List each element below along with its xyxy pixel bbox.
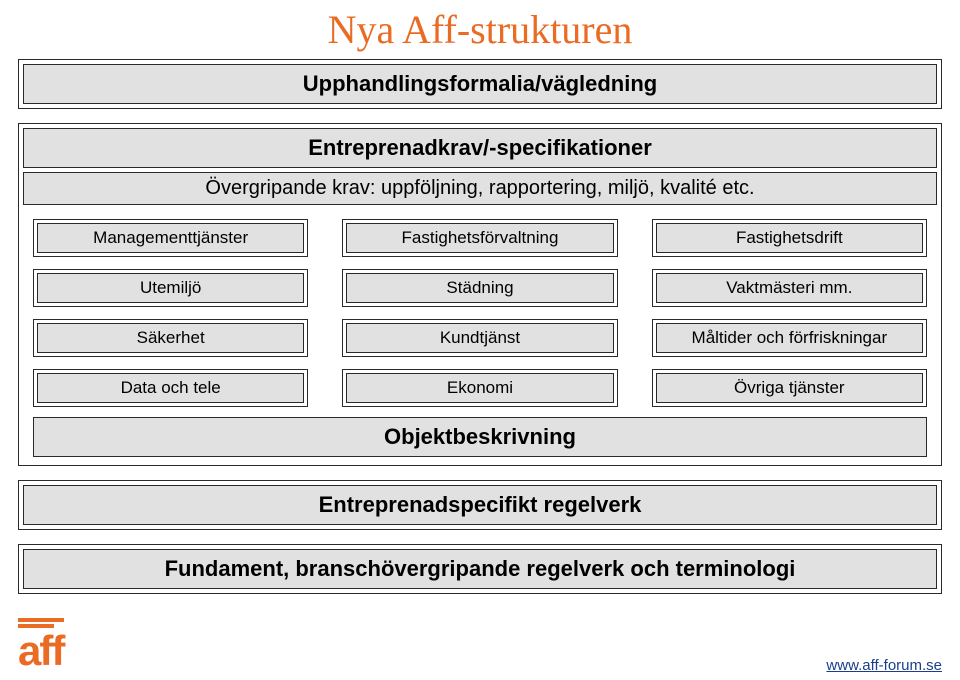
cell-fastighetsforvaltning: Fastighetsförvaltning	[342, 219, 617, 257]
page-title: Nya Aff-strukturen	[0, 6, 960, 53]
cell-data-tele: Data och tele	[33, 369, 308, 407]
block2-header: Entreprenadkrav/-specifikationer	[23, 128, 937, 168]
cell-label: Ekonomi	[346, 373, 613, 403]
cell-label: Städning	[346, 273, 613, 303]
block1-header: Upphandlingsformalia/vägledning	[23, 64, 937, 104]
cell-label: Säkerhet	[37, 323, 304, 353]
block-entreprenadkrav: Entreprenadkrav/-specifikationer Övergri…	[18, 123, 942, 466]
cell-ekonomi: Ekonomi	[342, 369, 617, 407]
logo-bar-icon	[18, 618, 64, 622]
block3-header: Entreprenadspecifikt regelverk	[23, 485, 937, 525]
cell-label: Utemiljö	[37, 273, 304, 303]
cell-managementtjanster: Managementtjänster	[33, 219, 308, 257]
cell-stadning: Städning	[342, 269, 617, 307]
cell-utemiljo: Utemiljö	[33, 269, 308, 307]
logo-text: aff	[18, 627, 63, 674]
cell-label: Fastighetsdrift	[656, 223, 923, 253]
aff-logo: aff	[18, 618, 64, 672]
cell-label: Vaktmästeri mm.	[656, 273, 923, 303]
footer-link[interactable]: www.aff-forum.se	[826, 657, 942, 674]
cell-maltider: Måltider och förfriskningar	[652, 319, 927, 357]
cell-label: Data och tele	[37, 373, 304, 403]
services-grid: Managementtjänster Fastighetsförvaltning…	[23, 205, 937, 417]
block2-footer: Objektbeskrivning	[33, 417, 927, 457]
block-fundament: Fundament, branschövergripande regelverk…	[18, 544, 942, 594]
cell-vaktmasteri: Vaktmästeri mm.	[652, 269, 927, 307]
cell-label: Måltider och förfriskningar	[656, 323, 923, 353]
block2-subheader: Övergripande krav: uppföljning, rapporte…	[23, 172, 937, 205]
cell-sakerhet: Säkerhet	[33, 319, 308, 357]
cell-fastighetsdrift: Fastighetsdrift	[652, 219, 927, 257]
cell-kundtjanst: Kundtjänst	[342, 319, 617, 357]
cell-label: Managementtjänster	[37, 223, 304, 253]
block-upphandling: Upphandlingsformalia/vägledning	[18, 59, 942, 109]
cell-label: Fastighetsförvaltning	[346, 223, 613, 253]
cell-ovriga: Övriga tjänster	[652, 369, 927, 407]
block4-header: Fundament, branschövergripande regelverk…	[23, 549, 937, 589]
cell-label: Övriga tjänster	[656, 373, 923, 403]
block-regelverk: Entreprenadspecifikt regelverk	[18, 480, 942, 530]
cell-label: Kundtjänst	[346, 323, 613, 353]
